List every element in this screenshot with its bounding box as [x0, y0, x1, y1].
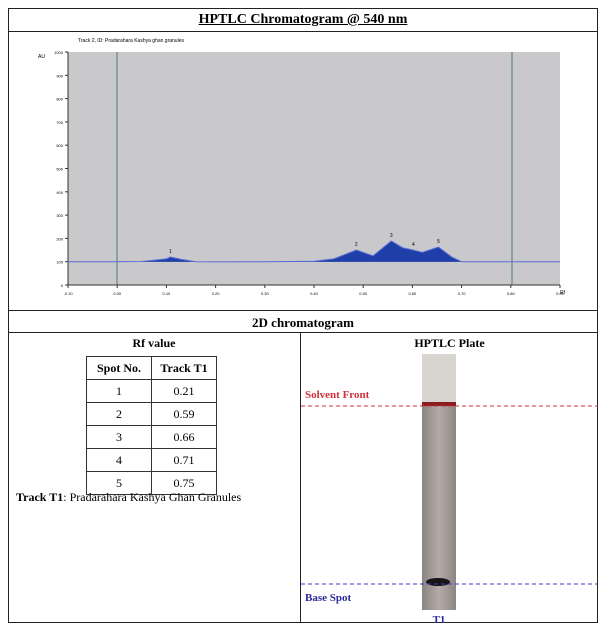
table-cell: 0.21 — [152, 380, 217, 403]
y-tick-label: 100 — [56, 260, 63, 265]
y-axis-label: AU — [38, 54, 45, 60]
front-band — [422, 402, 456, 406]
y-tick-label: 0 — [61, 283, 64, 288]
y-tick-label: 700 — [56, 120, 63, 125]
peak-label: 4 — [412, 242, 415, 248]
table-cell: 0.66 — [152, 426, 217, 449]
y-tick-label: 400 — [56, 190, 63, 195]
table-cell: 1 — [87, 380, 152, 403]
column-header: Spot No. — [87, 357, 152, 380]
note-text: : Pradarahara Kashya Ghan Granules — [63, 490, 241, 504]
table-cell: 0.71 — [152, 449, 217, 472]
plate: Solvent Front Base Spot T1 — [301, 350, 598, 623]
y-tick-label: 600 — [56, 143, 63, 148]
y-tick-label: 500 — [56, 167, 63, 172]
x-tick-label: 0.10 — [163, 291, 172, 296]
y-tick-label: 300 — [56, 213, 63, 218]
table-cell: 2 — [87, 403, 152, 426]
page: HPTLC Chromatogram @ 540 nm Track 2, ID:… — [0, 0, 609, 623]
x-tick-label: 0.70 — [458, 291, 467, 296]
x-tick-label: 0.60 — [409, 291, 418, 296]
y-tick-label: 800 — [56, 97, 63, 102]
plate-top — [422, 354, 456, 402]
column-header: Track T1 — [152, 357, 217, 380]
figure-title: HPTLC Chromatogram @ 540 nm — [8, 8, 598, 32]
peak-label: 3 — [390, 233, 393, 239]
x-tick-label: 0.00 — [113, 291, 122, 296]
peak-label: 5 — [437, 239, 440, 245]
y-tick-label: 1000 — [54, 50, 64, 55]
x-tick-label: 0.50 — [359, 291, 368, 296]
spot — [426, 578, 450, 586]
x-tick-label: -0.10 — [63, 291, 73, 296]
base-spot-label: Base Spot — [305, 592, 351, 604]
table-cell: 0.59 — [152, 403, 217, 426]
rf-title: Rf value — [8, 336, 300, 351]
peak-label: 2 — [355, 242, 358, 248]
x-tick-label: 0.20 — [212, 291, 221, 296]
solvent-front-label: Solvent Front — [305, 389, 370, 401]
x-tick-label: 0.80 — [507, 291, 516, 296]
x-tick-label: 0.30 — [261, 291, 270, 296]
table-cell: 4 — [87, 449, 152, 472]
track-label: T1 — [433, 614, 446, 623]
plot-area — [68, 52, 560, 285]
x-tick-label: 0.90 — [556, 291, 565, 296]
y-tick-label: 200 — [56, 236, 63, 241]
table-cell: 3 — [87, 426, 152, 449]
y-tick-label: 900 — [56, 73, 63, 78]
track-note: Track T1: Pradarahara Kashya Ghan Granul… — [16, 490, 241, 505]
chart-title: Track 2, ID: Pradarahara Kashya ghan gra… — [78, 38, 184, 44]
peak-label: 1 — [169, 249, 172, 255]
section-title: 2D chromatogram — [8, 310, 598, 333]
x-tick-label: 0.40 — [310, 291, 319, 296]
header-row: Spot No.Track T1 — [87, 357, 217, 380]
note-label: Track T1 — [16, 490, 63, 504]
chart: Track 2, ID: Pradarahara Kashya ghan gra… — [8, 32, 598, 310]
plate-title: HPTLC Plate — [301, 336, 598, 351]
